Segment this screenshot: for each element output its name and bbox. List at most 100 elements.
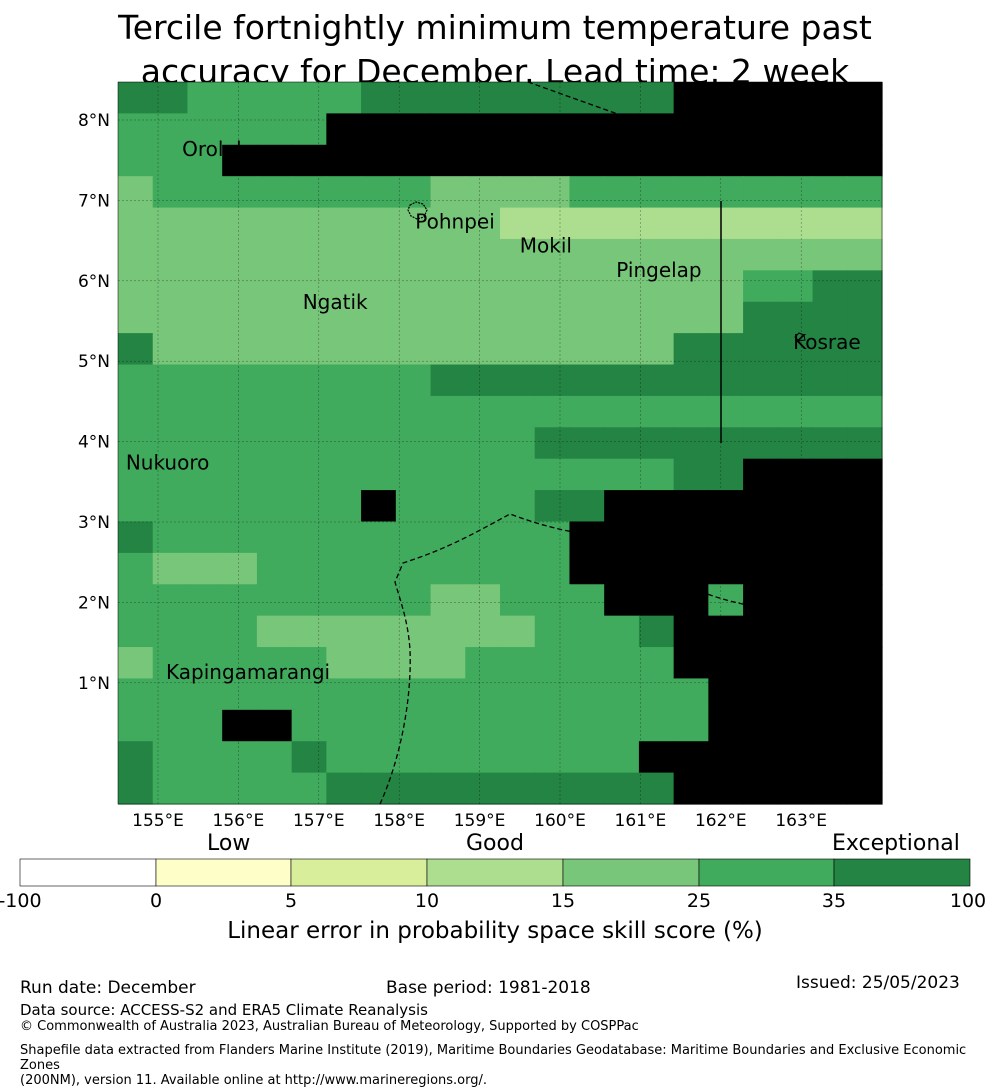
- grid-cell: [708, 647, 744, 680]
- lat-tick-label: 5°N: [78, 352, 110, 372]
- grid-cell: [604, 647, 640, 680]
- grid-cell: [777, 741, 814, 774]
- grid-cell: [847, 552, 883, 585]
- grid-cell: [118, 427, 154, 460]
- title-line-1: Tercile fortnightly minimum temperature …: [118, 8, 872, 47]
- lon-tick-label: 162°E: [695, 811, 747, 831]
- grid-cell: [430, 270, 466, 303]
- grid-cell: [361, 615, 397, 648]
- grid-cell: [465, 82, 501, 114]
- grid-cell: [256, 615, 293, 648]
- grid-cell: [291, 113, 327, 146]
- tick-minus100: -100: [0, 890, 42, 912]
- grid-cell: [638, 207, 675, 240]
- grid-cell: [465, 207, 501, 240]
- grid-cell: [256, 490, 293, 523]
- grid-cell: [465, 552, 501, 585]
- grid-cell: [256, 552, 293, 585]
- grid-cell: [291, 490, 327, 523]
- shapefile-line-1: Shapefile data extracted from Flanders M…: [20, 1043, 967, 1073]
- grid-cell: [777, 552, 814, 585]
- grid-cell: [430, 238, 466, 271]
- grid-cell: [222, 176, 258, 209]
- grid-cell: [534, 427, 571, 460]
- grid-cell: [534, 741, 571, 774]
- grid-cell: [430, 772, 466, 805]
- grid-cell: [708, 395, 744, 428]
- grid-cell: [500, 301, 536, 334]
- grid-cell: [500, 207, 536, 240]
- grid-cell: [847, 521, 883, 554]
- grid-cell: [500, 395, 536, 428]
- grid-cell: [152, 552, 189, 585]
- grid-cell: [638, 490, 675, 523]
- grid-cell: [673, 647, 709, 680]
- grid-cell: [777, 270, 814, 303]
- grid-cell: [812, 176, 848, 209]
- grid-cell: [534, 364, 571, 397]
- tick-5: 5: [284, 890, 298, 912]
- grid-cell: [638, 647, 675, 680]
- grid-cell: [812, 207, 848, 240]
- grid-cell: [152, 113, 189, 146]
- lon-tick-label: 158°E: [373, 811, 425, 831]
- grid-cell: [187, 615, 223, 648]
- grid-cell: [777, 176, 814, 209]
- grid-cell: [222, 678, 258, 711]
- grid-cell: [118, 709, 154, 742]
- grid-cell: [361, 521, 397, 554]
- grid-cell: [291, 427, 327, 460]
- grid-cell: [604, 333, 640, 366]
- tick-15: 15: [550, 890, 576, 912]
- grid-cell: [569, 490, 605, 523]
- grid-cell: [187, 427, 223, 460]
- grid-cell: [152, 615, 189, 648]
- grid-cell: [291, 584, 327, 617]
- grid-cell: [465, 395, 501, 428]
- grid-cell: [604, 490, 640, 523]
- grid-cell: [638, 615, 675, 648]
- grid-cell: [534, 647, 571, 680]
- grid-cell: [152, 490, 189, 523]
- lat-tick-label: 4°N: [78, 433, 110, 453]
- shapefile-line-2: (200NM), version 11. Available online at…: [20, 1073, 488, 1088]
- grid-cell: [187, 144, 223, 177]
- grid-cell: [430, 709, 466, 742]
- grid-cell: [604, 741, 640, 774]
- grid-cell: [743, 647, 779, 680]
- grid-cell: [326, 490, 362, 523]
- grid-cell: [152, 741, 189, 774]
- grid-cell: [604, 584, 640, 617]
- grid-cell: [847, 427, 883, 460]
- grid-cell: [118, 301, 154, 334]
- grid-cell: [500, 176, 536, 209]
- grid-cell: [500, 552, 536, 585]
- grid-cell: [361, 333, 397, 366]
- grid-cell: [708, 458, 744, 491]
- grid-cell: [777, 615, 814, 648]
- lon-tick-label: 157°E: [293, 811, 345, 831]
- eez-boundaries: [379, 81, 883, 805]
- grid-cell: [569, 82, 605, 114]
- grid-cell: [187, 552, 223, 585]
- grid-cell: [847, 615, 883, 648]
- grid-cell: [673, 709, 709, 742]
- grid-cell: [777, 458, 814, 491]
- grid-cell: [361, 395, 397, 428]
- grid-cell: [812, 647, 848, 680]
- grid-cell: [500, 521, 536, 554]
- grid-cell: [604, 364, 640, 397]
- grid-cell: [361, 82, 397, 114]
- grid-cell: [500, 364, 536, 397]
- grid-cell: [847, 207, 883, 240]
- grid-cell: [361, 270, 397, 303]
- grid-cell: [534, 238, 571, 271]
- grid-cell: [638, 238, 675, 271]
- grid-cell: [673, 427, 709, 460]
- grid-cell: [777, 584, 814, 617]
- grid-cell: [569, 333, 605, 366]
- grid-cell: [673, 458, 709, 491]
- map-title: Tercile fortnightly minimum temperature …: [0, 6, 990, 94]
- grid-cell: [604, 176, 640, 209]
- grid-cell: [326, 82, 362, 114]
